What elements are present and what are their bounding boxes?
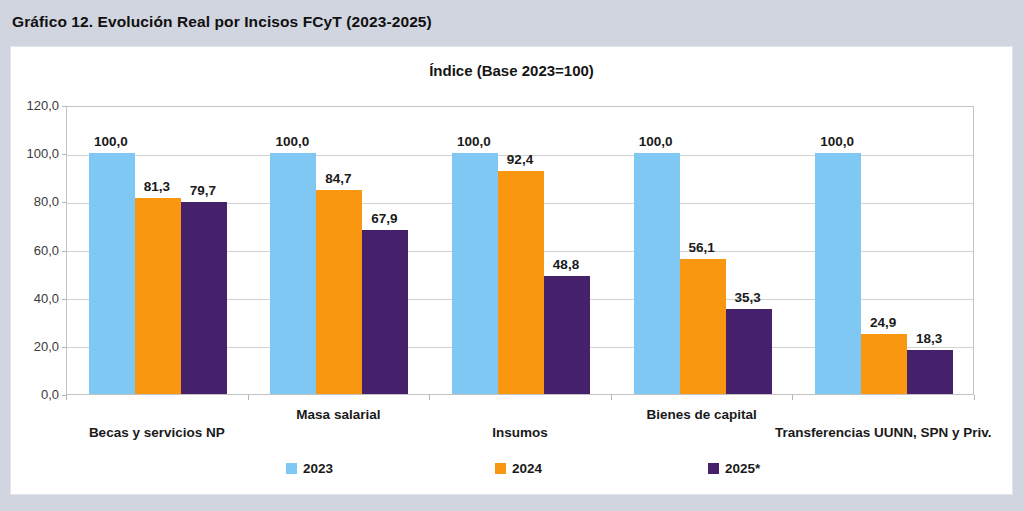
bar-value-label: 100,0 (442, 134, 506, 149)
legend-swatch (495, 463, 506, 474)
page-title: Gráfico 12. Evolución Real por Incisos F… (12, 13, 432, 31)
y-axis-tick (62, 251, 66, 252)
bar-value-label: 100,0 (805, 134, 869, 149)
bar-2023 (815, 153, 861, 394)
bar-value-label: 24,9 (851, 315, 915, 330)
y-axis-tick (62, 202, 66, 203)
y-axis-tick-label: 80,0 (11, 194, 59, 209)
x-axis-tick (611, 395, 612, 400)
y-axis-tick-label: 120,0 (11, 98, 59, 113)
legend-item: 2023 (286, 461, 333, 476)
legend-swatch (708, 463, 719, 474)
bar-value-label: 100,0 (624, 134, 688, 149)
bar-2024 (498, 171, 544, 394)
bar-value-label: 79,7 (171, 183, 235, 198)
legend-item: 2025* (708, 461, 760, 476)
y-axis-tick (62, 154, 66, 155)
y-axis-tick-label: 40,0 (11, 291, 59, 306)
bar-value-label: 84,7 (306, 171, 370, 186)
legend-item: 2024 (495, 461, 542, 476)
chart-panel: Índice (Base 2023=100) 120,0 100,0 80,0 60,… (10, 46, 1013, 495)
y-axis-tick-label: 20,0 (11, 339, 59, 354)
bar-2025 (907, 350, 953, 394)
y-axis-tick-label: 60,0 (11, 243, 59, 258)
legend-label: 2025* (725, 461, 760, 476)
bar-2024 (680, 259, 726, 394)
page: Gráfico 12. Evolución Real por Incisos F… (0, 0, 1024, 511)
bar-2024 (135, 198, 181, 394)
bar-2023 (270, 153, 316, 394)
x-axis-tick (248, 395, 249, 400)
legend-label: 2023 (303, 461, 333, 476)
bar-value-label: 35,3 (716, 290, 780, 305)
bar-value-label: 100,0 (260, 134, 324, 149)
y-axis-tick-label: 100,0 (11, 146, 59, 161)
bar-2025 (181, 202, 227, 394)
bar-value-label: 92,4 (488, 152, 552, 167)
x-axis-category-label: Masa salarial (198, 407, 478, 422)
x-axis-tick (429, 395, 430, 400)
x-axis-tick (792, 395, 793, 400)
y-axis-tick (62, 347, 66, 348)
bar-value-label: 67,9 (352, 211, 416, 226)
bar-2023 (634, 153, 680, 394)
bar-2025 (726, 309, 772, 394)
bar-2023 (452, 153, 498, 394)
x-axis-category-label: Insumos (380, 425, 660, 440)
bar-value-label: 100,0 (79, 134, 143, 149)
bar-value-label: 56,1 (670, 240, 734, 255)
bar-value-label: 18,3 (897, 331, 961, 346)
plot-area (66, 106, 974, 395)
y-axis-tick-label: 0,0 (11, 387, 59, 402)
y-axis-tick (62, 299, 66, 300)
chart-title: Índice (Base 2023=100) (11, 62, 1012, 79)
legend-swatch (286, 463, 297, 474)
x-axis-tick (66, 395, 67, 400)
y-axis-tick (62, 106, 66, 107)
legend-label: 2024 (512, 461, 542, 476)
bar-2025 (544, 276, 590, 394)
x-axis-category-label: Bienes de capital (562, 407, 842, 422)
x-axis-category-label: Becas y servicios NP (17, 425, 297, 440)
legend: 2023 2024 2025* (11, 461, 1012, 481)
bar-2025 (362, 230, 408, 394)
x-axis-category-label: Transferencias UUNN, SPN y Priv. (743, 425, 1023, 440)
bar-value-label: 48,8 (534, 257, 598, 272)
x-axis-tick (974, 395, 975, 400)
